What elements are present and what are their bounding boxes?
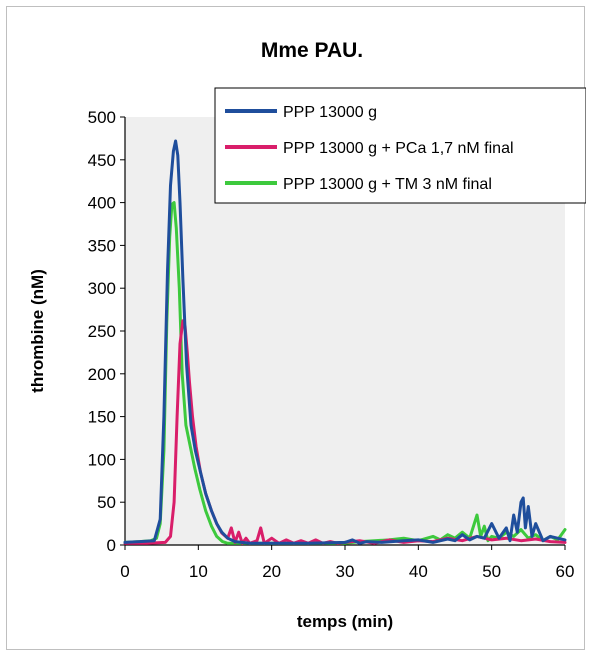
y-tick-label: 100	[88, 450, 116, 469]
y-tick-label: 50	[97, 493, 116, 512]
axes: 0 50 100 150 200 250 300 350 400 450 500 0 10 20 30 40 5…	[88, 108, 575, 581]
x-tick-label: 40	[409, 562, 428, 581]
chart-svg: Mme PAU. 0501001502002503003504004505000…	[28, 39, 586, 631]
y-tick-label: 300	[88, 279, 116, 298]
legend-label-2: PPP 13000 g + PCa 1,7 nM final	[283, 140, 514, 157]
x-tick-label: 0	[120, 562, 129, 581]
x-tick-label: 10	[189, 562, 208, 581]
y-tick-label: 400	[88, 194, 116, 213]
series-line-1	[123, 139, 567, 545]
x-tick-label: 50	[482, 562, 501, 581]
x-tick-label: 60	[556, 562, 575, 581]
chart-frame: Mme PAU. 0 50 100 150 200 250 300 350 400 450 500 0…	[6, 6, 586, 650]
y-tick-label: 150	[88, 408, 116, 427]
x-tick-label: 20	[262, 562, 281, 581]
series-layer	[123, 139, 567, 545]
y-tick-label: 500	[88, 108, 116, 127]
chart-title: Mme PAU.	[261, 39, 363, 62]
y-tick-label: 200	[88, 365, 116, 384]
y-tick-label: 0	[107, 536, 116, 555]
y-tick-label: 350	[88, 236, 116, 255]
x-axis-title: temps (min)	[297, 612, 393, 631]
y-tick-label: 250	[88, 322, 116, 341]
x-tick-label: 30	[336, 562, 355, 581]
legend-label-3: PPP 13000 g + TM 3 nM final	[283, 176, 492, 193]
legend: PPP 13000 g PPP 13000 g + PCa 1,7 nM fina…	[214, 87, 586, 204]
y-tick-label: 450	[88, 151, 116, 170]
y-axis-title: thrombine (nM)	[28, 269, 47, 393]
legend-label-1: PPP 13000 g	[283, 104, 377, 121]
